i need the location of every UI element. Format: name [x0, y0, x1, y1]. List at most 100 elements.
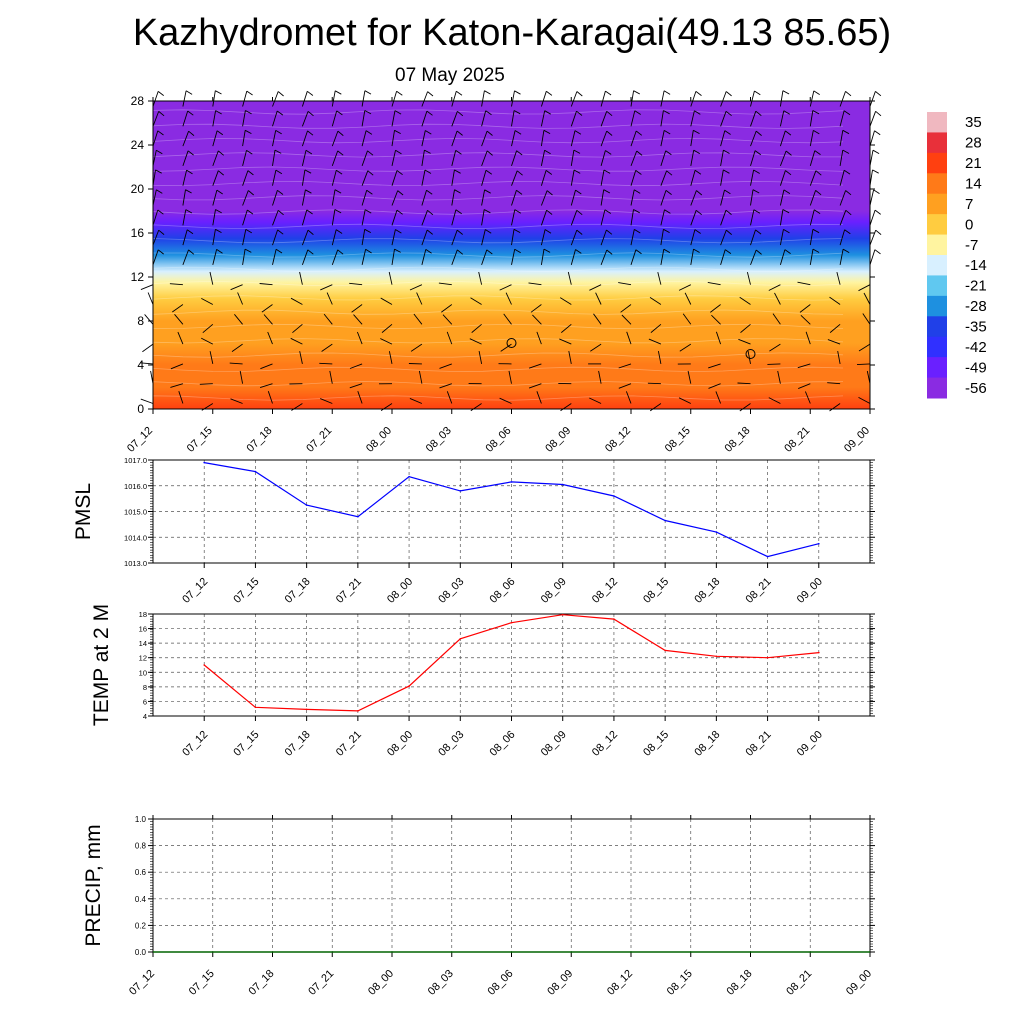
pmsl-data-point	[254, 470, 257, 473]
wind-barb-flag	[696, 190, 703, 196]
wind-barb-flag	[157, 130, 164, 136]
wind-barb	[212, 130, 218, 147]
colorbar-swatch	[927, 295, 947, 317]
wind-barb	[720, 91, 727, 107]
wind-barb	[750, 189, 754, 206]
wind-barb-flag	[725, 110, 732, 117]
wind-barb-flag	[277, 189, 284, 195]
colorbar-label: -14	[965, 257, 987, 274]
wind-barb-flag	[874, 130, 881, 136]
wind-barb	[528, 383, 542, 389]
wind-barb-flag	[425, 130, 432, 135]
wind-barb	[715, 391, 722, 404]
wind-barb	[481, 189, 486, 206]
wind-barb	[660, 150, 667, 167]
wind-barb-flag	[842, 129, 850, 135]
wind-barb-flag	[274, 149, 282, 154]
pmsl-data-point	[715, 531, 718, 533]
wind-barb	[242, 209, 248, 226]
y-tick-label: 8	[137, 314, 144, 328]
wind-barb-flag	[485, 169, 493, 175]
wind-barb	[361, 130, 367, 147]
wind-barb	[140, 398, 154, 404]
pmsl-x-tick-label: 09_00	[795, 576, 825, 606]
wind-barb	[540, 91, 547, 107]
wind-barb	[301, 150, 307, 167]
wind-barb	[600, 150, 606, 167]
wind-barb-flag	[785, 170, 792, 176]
wind-barb	[720, 229, 727, 246]
wind-barb	[361, 190, 368, 206]
wind-barb	[152, 189, 157, 206]
wind-barb	[540, 110, 546, 127]
colorbar-swatch	[927, 214, 947, 236]
wind-barb-flag	[427, 91, 434, 97]
wind-barb-flag	[605, 90, 612, 96]
isotherm-line	[152, 323, 844, 330]
wind-barb	[570, 150, 575, 166]
wind-barb-flag	[875, 229, 882, 235]
wind-barb	[590, 343, 602, 352]
wind-barb	[511, 229, 515, 246]
wind-barb	[774, 292, 781, 305]
colorbar-swatch	[927, 152, 947, 174]
isotherm-line	[152, 366, 844, 373]
wind-barb	[869, 230, 877, 246]
wind-barb-flag	[395, 149, 402, 155]
wind-barb	[809, 150, 816, 167]
y-tick-label: 28	[131, 94, 145, 108]
wind-barb	[630, 110, 636, 127]
wind-barb-flag	[843, 169, 851, 175]
wind-barb	[234, 314, 243, 325]
y-tick-label: 4	[137, 358, 144, 372]
wind-barb	[739, 296, 751, 305]
temp-x-tick-label: 07_21	[334, 729, 364, 759]
wind-barb	[630, 209, 634, 226]
wind-barb-flag	[277, 91, 284, 97]
wind-barb	[331, 170, 337, 186]
wind-barb	[421, 130, 426, 147]
wind-barb	[511, 130, 516, 147]
isotherm-line	[152, 223, 844, 230]
wind-barb	[451, 209, 457, 226]
wind-barb-flag	[604, 209, 612, 214]
wind-barb-flag	[513, 110, 521, 115]
wind-barb	[540, 210, 548, 226]
precip-panel: 0.0 0.2 0.4 0.6 0.8 1.0 07_12 07_15 07_18 07_21 08…	[82, 815, 875, 998]
wind-barb-flag	[544, 149, 551, 155]
temp-2m-panel: 4 6 8 10 12 14 16 18 07_12 07_15 07_18 07_21 08_00 08…	[90, 604, 875, 759]
wind-barb	[242, 170, 249, 186]
precip-y-tick-label: 1.0	[135, 815, 147, 824]
y-tick-label: 16	[131, 226, 145, 240]
wind-barb	[630, 249, 637, 266]
wind-barb-flag	[782, 209, 790, 214]
wind-barb-flag	[457, 249, 464, 255]
precip-x-tick-label: 09_00	[844, 968, 874, 998]
isotherm-line	[152, 109, 844, 115]
wind-barb	[690, 210, 697, 226]
wind-barb	[600, 249, 608, 266]
x-tick-label: 07_18	[245, 425, 275, 455]
wind-barb-flag	[185, 90, 193, 95]
wind-barb	[361, 150, 368, 167]
precip-y-tick-label: 0.6	[135, 868, 147, 877]
wind-barb	[272, 91, 279, 107]
wind-barb	[511, 150, 518, 167]
wind-barb-flag	[573, 169, 581, 174]
wind-barb-flag	[752, 189, 760, 194]
wind-barb	[738, 338, 751, 345]
wind-barb	[863, 292, 871, 305]
wind-barb-flag	[755, 130, 762, 136]
temp-data-point	[203, 664, 205, 666]
colorbar-swatch	[927, 336, 947, 358]
wind-barb	[212, 150, 219, 167]
colorbar-swatch	[927, 234, 947, 256]
wind-barb-flag	[724, 130, 731, 135]
wind-barb-flag	[216, 189, 223, 195]
wind-barb	[152, 150, 157, 166]
wind-barb	[177, 331, 184, 345]
wind-barb-flag	[187, 150, 194, 156]
wind-barb	[331, 209, 336, 226]
wind-barb	[720, 189, 725, 206]
wind-barb	[469, 338, 482, 345]
